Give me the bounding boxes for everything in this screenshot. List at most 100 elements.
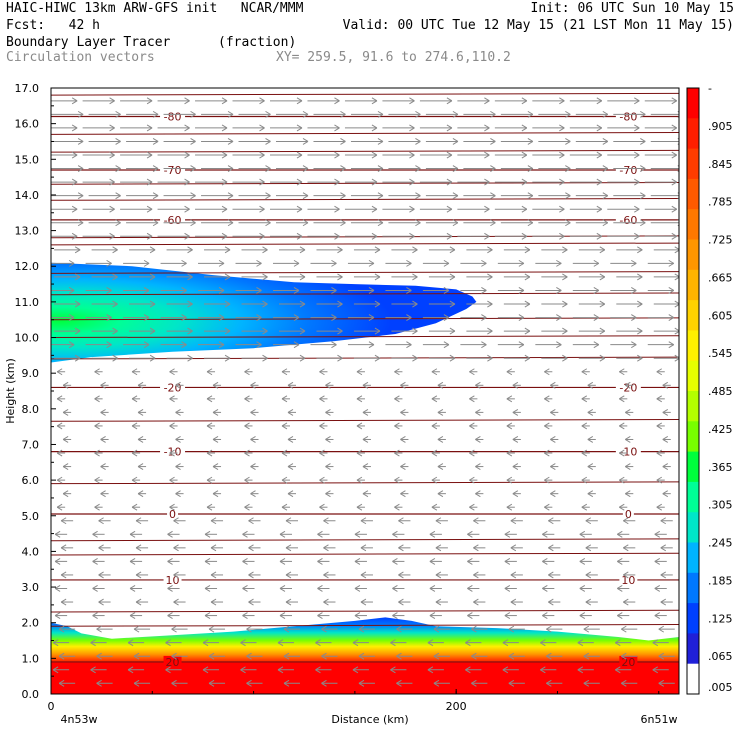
vector-arrowhead — [354, 557, 361, 565]
vector-arrowhead — [662, 381, 669, 389]
vector-arrowhead — [109, 232, 115, 240]
vector-arrowhead — [546, 652, 552, 660]
vector-arrowhead — [259, 205, 265, 213]
vector-arrowhead — [502, 666, 509, 674]
vector-arrowhead — [94, 395, 100, 403]
vector-arrowhead — [396, 679, 402, 687]
vector-arrowhead — [654, 585, 661, 592]
vector-arrowhead — [100, 381, 106, 389]
vector-arrowhead — [524, 354, 531, 362]
vector-arrowhead — [190, 192, 196, 200]
vector-arrowhead — [210, 598, 217, 606]
vector-arrowhead — [409, 232, 415, 240]
isotherm-line — [51, 132, 679, 135]
vector-arrowhead — [356, 449, 363, 457]
vector-arrowhead — [544, 395, 550, 403]
colorbar-segment — [687, 148, 699, 180]
vector-arrowhead — [175, 490, 181, 498]
vector-arrowhead — [131, 449, 138, 457]
vector-arrowhead — [100, 463, 106, 471]
vector-arrowhead — [593, 287, 600, 294]
vector-arrowhead — [204, 612, 211, 620]
vector-arrowhead — [319, 476, 325, 484]
vector-arrowhead — [619, 368, 625, 376]
vector-arrowhead — [619, 503, 625, 511]
vector-arrowhead — [165, 666, 171, 674]
isotherm-label: -20 — [619, 381, 637, 394]
vector-arrowhead — [256, 341, 262, 349]
colorbar-label: .665 — [708, 271, 733, 284]
vector-arrowhead — [371, 232, 378, 240]
vector-arrowhead — [56, 368, 63, 376]
title-forecast: Fcst: 42 h — [6, 18, 100, 33]
vector-arrowhead — [671, 205, 678, 213]
vector-arrowhead — [131, 422, 138, 430]
vector-arrowhead — [437, 436, 444, 443]
vector-arrowhead — [510, 517, 517, 525]
vector-arrowhead — [212, 436, 219, 443]
vector-arrowhead — [283, 652, 290, 660]
vector-arrowhead — [668, 287, 675, 294]
colorbar-label: .845 — [708, 158, 733, 171]
vector-arrowhead — [224, 300, 231, 308]
vector-arrowhead — [256, 259, 262, 267]
vector-arrowhead — [173, 517, 179, 525]
vector-arrowhead — [92, 585, 98, 592]
vector-arrowhead — [473, 571, 479, 579]
vector-arrowhead — [92, 612, 98, 620]
vector-arrowhead — [469, 503, 475, 511]
vector-arrowhead — [548, 544, 554, 552]
vector-arrowhead — [340, 192, 346, 200]
vector-arrowhead — [617, 557, 623, 565]
vector-arrowhead — [62, 490, 69, 498]
vector-arrowhead — [242, 585, 248, 592]
vector-arrowhead — [112, 327, 118, 335]
field-name: Boundary Layer Tracer — [6, 35, 171, 50]
vector-arrowhead — [662, 463, 669, 471]
vector-arrowhead — [131, 368, 138, 376]
vector-arrowhead — [581, 476, 588, 484]
vector-arrowhead — [565, 138, 571, 145]
vector-arrowhead — [171, 625, 177, 633]
vector-arrowhead — [221, 151, 228, 159]
vector-arrowhead — [637, 246, 643, 254]
vector-arrowhead — [652, 639, 659, 647]
vector-arrowhead — [467, 530, 473, 538]
vector-arrowhead — [62, 381, 69, 389]
vector-arrowhead — [660, 517, 667, 525]
vector-arrowhead — [640, 138, 646, 145]
vector-arrowhead — [248, 598, 254, 606]
x-tick-label: 0 — [48, 700, 55, 713]
vector-arrowhead — [579, 530, 586, 538]
vector-arrowhead — [287, 408, 294, 416]
vector-arrowhead — [206, 503, 213, 511]
vector-arrowhead — [77, 138, 84, 145]
vector-arrowhead — [262, 273, 268, 281]
vector-arrowhead — [469, 422, 475, 430]
vector-arrowhead — [593, 314, 600, 321]
y-tick-label: 2.0 — [22, 617, 40, 630]
vector-arrowhead — [202, 666, 209, 674]
colorbar-segment — [687, 88, 699, 119]
vector-arrowhead — [281, 395, 288, 403]
vector-arrowhead — [175, 463, 181, 471]
vector-arrowhead — [504, 612, 511, 620]
vector-arrowhead — [317, 612, 323, 620]
vector-arrowhead — [167, 585, 173, 592]
vector-arrowhead — [133, 625, 140, 633]
vector-arrowhead — [585, 598, 592, 606]
vector-arrowhead — [587, 490, 594, 498]
vector-arrowhead — [437, 408, 444, 416]
vector-arrowhead — [210, 544, 217, 552]
vector-arrowhead — [565, 192, 571, 200]
vector-arrowhead — [518, 287, 525, 294]
vector-arrowhead — [371, 178, 378, 186]
vector-arrowhead — [435, 544, 442, 552]
vector-arrowhead — [487, 246, 493, 254]
vector-arrowhead — [352, 639, 359, 647]
vector-arrowhead — [56, 395, 63, 403]
vector-arrowhead — [74, 300, 81, 308]
vector-arrowhead — [400, 436, 406, 443]
vector-arrowhead — [325, 436, 331, 443]
vector-arrowhead — [631, 341, 637, 349]
